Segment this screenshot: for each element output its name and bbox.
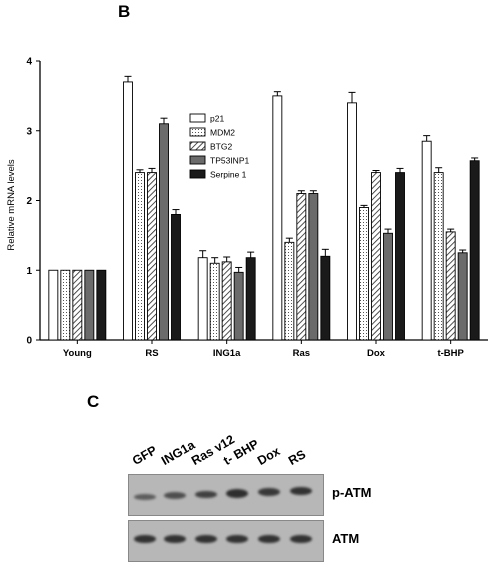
- bar-tp53inp1-t-bhp: [457, 252, 468, 341]
- bar-serpine-1-young: [96, 269, 107, 341]
- bar-p21-dox: [347, 102, 357, 341]
- bar-chart: 0 1 2 3 4 Young RS ING1a Ras Dox t-BHP p21 MDM2 BTG2…: [6, 57, 488, 359]
- bar-p21-ing1a: [197, 257, 208, 341]
- y-tick-label: 4: [26, 57, 32, 68]
- bar-btg2-ing1a: [221, 261, 232, 341]
- legend-swatch: [189, 113, 206, 123]
- x-tick-label: Ras: [293, 348, 310, 359]
- chart-legend: p21 MDM2 BTG2 TP53INP1 Serpine 1: [189, 113, 249, 180]
- y-tick-label: 2: [26, 196, 32, 207]
- bar-serpine-1-ing1a: [245, 257, 256, 341]
- bar-btg2-dox: [371, 172, 381, 341]
- bar-mdm2-t-bhp: [433, 172, 444, 341]
- y-tick-label: 1: [26, 266, 32, 277]
- blot-band: [290, 534, 312, 544]
- bar-mdm2-ing1a: [209, 262, 220, 341]
- bar-serpine-1-rs: [171, 213, 181, 341]
- blot-band: [195, 490, 217, 499]
- x-tick-label: RS: [145, 348, 158, 359]
- panel-b-label: B: [118, 2, 131, 21]
- bar-tp53inp1-dox: [383, 232, 393, 341]
- legend-swatch: [189, 127, 206, 137]
- blot-band: [290, 486, 312, 496]
- y-tick-label: 3: [26, 126, 32, 137]
- blot-label-atm: ATM: [332, 531, 360, 546]
- bar-mdm2-dox: [359, 207, 369, 341]
- bar-serpine-1-dox: [395, 172, 405, 341]
- blot-lane-label: GFP: [130, 443, 160, 468]
- legend-label: Serpine 1: [210, 170, 247, 180]
- blot-band: [258, 534, 280, 544]
- bar-tp53inp1-rs: [159, 123, 169, 341]
- chart-bars: [48, 75, 480, 341]
- x-tick-label: Dox: [367, 348, 386, 359]
- blot-band: [134, 493, 156, 501]
- bar-p21-t-bhp: [421, 140, 432, 341]
- blot-lane-label: RS: [286, 447, 309, 468]
- bar-mdm2-rs: [135, 172, 145, 341]
- bar-mdm2-young: [60, 269, 71, 341]
- x-tick-label: Young: [63, 348, 92, 359]
- bar-btg2-ras: [296, 193, 307, 341]
- legend-swatch: [189, 141, 206, 151]
- legend-label: p21: [210, 114, 224, 124]
- blot-label-p-atm: p-ATM: [332, 485, 372, 500]
- bar-p21-rs: [123, 81, 133, 341]
- y-axis-label: Relative mRNA levels: [6, 159, 17, 251]
- blot-band: [226, 534, 248, 544]
- bar-serpine-1-t-bhp: [469, 160, 480, 341]
- x-tick-label: ING1a: [213, 348, 241, 359]
- chart-axes: 0 1 2 3 4 Young RS ING1a Ras Dox t-BHP: [26, 57, 488, 359]
- legend-label: TP53INP1: [210, 156, 249, 166]
- legend-swatch: [189, 169, 206, 179]
- legend-label: MDM2: [210, 128, 235, 138]
- bar-mdm2-ras: [284, 241, 295, 341]
- bar-tp53inp1-ras: [308, 193, 319, 341]
- panel-c-label: C: [87, 392, 100, 411]
- blot-band: [195, 534, 217, 544]
- bar-btg2-rs: [147, 172, 157, 341]
- legend-label: BTG2: [210, 142, 232, 152]
- bar-tp53inp1-young: [84, 269, 95, 341]
- blot-band: [164, 492, 186, 500]
- x-tick-label: t-BHP: [437, 348, 464, 359]
- bar-btg2-t-bhp: [445, 231, 456, 341]
- bar-tp53inp1-ing1a: [233, 271, 244, 341]
- blot-band: [164, 534, 186, 544]
- bar-serpine-1-ras: [320, 255, 331, 341]
- bar-p21-young: [48, 269, 59, 341]
- blot-band: [226, 489, 248, 498]
- bar-btg2-young: [72, 269, 83, 341]
- blot-strip-atm: [128, 520, 324, 562]
- y-tick-label: 0: [26, 336, 32, 347]
- blot-band: [258, 488, 280, 497]
- legend-swatch: [189, 155, 206, 165]
- blot-band: [134, 534, 156, 544]
- blot-strip-p-atm: [128, 474, 324, 516]
- bar-p21-ras: [272, 95, 283, 341]
